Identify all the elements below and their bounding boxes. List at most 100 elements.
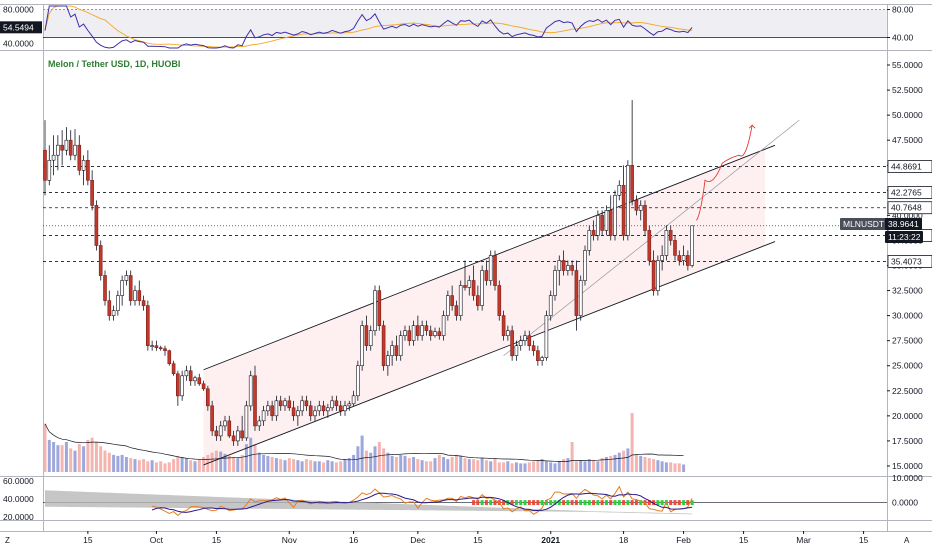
candle-body[interactable]: [214, 430, 219, 437]
candle-body[interactable]: [617, 185, 622, 196]
candle-body[interactable]: [390, 345, 394, 357]
candle-body[interactable]: [158, 347, 163, 350]
candle-body[interactable]: [73, 144, 77, 156]
candle-body[interactable]: [128, 275, 133, 301]
candle-body[interactable]: [647, 230, 652, 261]
candle-body[interactable]: [330, 400, 334, 409]
price-pane[interactable]: 55.000052.500050.000047.500045.000042.50…: [43, 60, 932, 472]
candle-body[interactable]: [296, 410, 300, 417]
candle-body[interactable]: [146, 305, 150, 347]
candle-body[interactable]: [604, 210, 609, 231]
candle-body[interactable]: [488, 255, 493, 281]
candle-body[interactable]: [420, 325, 424, 336]
candle-body[interactable]: [578, 280, 583, 316]
candle-body[interactable]: [475, 295, 480, 306]
candle-body[interactable]: [587, 230, 592, 251]
candle-body[interactable]: [531, 345, 536, 352]
candle-body[interactable]: [64, 139, 69, 151]
candle-body[interactable]: [141, 300, 146, 306]
candle-body[interactable]: [231, 435, 236, 442]
candle-body[interactable]: [377, 290, 382, 327]
candle-body[interactable]: [643, 205, 647, 231]
candle-body[interactable]: [343, 405, 347, 412]
candle-body[interactable]: [308, 405, 313, 417]
candle-body[interactable]: [210, 405, 214, 432]
candle-body[interactable]: [621, 185, 626, 236]
candle-body[interactable]: [591, 230, 596, 236]
candle-body[interactable]: [463, 285, 467, 288]
candle-body[interactable]: [244, 405, 249, 439]
candle-body[interactable]: [43, 149, 47, 181]
candle-body[interactable]: [167, 350, 172, 365]
candle-body[interactable]: [664, 230, 669, 256]
candle-body[interactable]: [351, 395, 356, 405]
candle-body[interactable]: [638, 205, 643, 211]
rsi-pane[interactable]: 80.00 40.00 80.0000 40.0000 54.5494: [0, 5, 914, 49]
candle-body[interactable]: [291, 407, 296, 417]
candle-body[interactable]: [450, 295, 454, 306]
candle-body[interactable]: [261, 410, 266, 422]
candle-body[interactable]: [150, 345, 154, 348]
candle-body[interactable]: [677, 255, 682, 261]
candle-body[interactable]: [197, 377, 202, 385]
candle-body[interactable]: [566, 265, 570, 271]
candle-body[interactable]: [668, 230, 673, 241]
candle-body[interactable]: [317, 405, 322, 412]
candle-body[interactable]: [527, 335, 532, 347]
candle-body[interactable]: [236, 430, 240, 442]
candle-body[interactable]: [523, 335, 527, 342]
candle-body[interactable]: [394, 345, 399, 357]
candle-body[interactable]: [626, 165, 630, 236]
candle-body[interactable]: [201, 383, 206, 390]
candle-body[interactable]: [248, 375, 253, 407]
candle-body[interactable]: [373, 290, 377, 332]
candle-body[interactable]: [51, 154, 56, 161]
candle-body[interactable]: [360, 325, 364, 367]
candle-body[interactable]: [656, 260, 660, 291]
candle-body[interactable]: [120, 280, 124, 296]
candle-body[interactable]: [441, 315, 446, 336]
candle-body[interactable]: [103, 275, 107, 301]
candle-body[interactable]: [107, 300, 112, 316]
candle-body[interactable]: [681, 255, 686, 261]
projection-path[interactable]: [696, 125, 753, 221]
candle-body[interactable]: [300, 400, 304, 412]
candle-body[interactable]: [278, 400, 283, 407]
candle-body[interactable]: [223, 420, 227, 427]
oscillator-pane[interactable]: 10.0000 0.0000 60.0000 40.0000 20.0000: [3, 473, 923, 522]
candle-body[interactable]: [501, 315, 506, 336]
candle-body[interactable]: [608, 210, 613, 236]
candle-body[interactable]: [561, 260, 566, 271]
autoscale-button[interactable]: A: [904, 536, 910, 545]
candle-body[interactable]: [124, 275, 129, 281]
candle-body[interactable]: [386, 355, 390, 367]
candle-body[interactable]: [445, 295, 450, 316]
candle-body[interactable]: [673, 240, 677, 256]
candle-body[interactable]: [403, 330, 407, 337]
candle-body[interactable]: [411, 325, 416, 341]
candle-body[interactable]: [257, 420, 262, 427]
candle-body[interactable]: [321, 405, 326, 412]
candle-body[interactable]: [266, 405, 270, 412]
candle-body[interactable]: [334, 400, 339, 407]
candle-body[interactable]: [287, 400, 292, 409]
candle-body[interactable]: [47, 160, 52, 181]
candle-body[interactable]: [690, 225, 694, 266]
candle-body[interactable]: [428, 330, 433, 337]
trend-line[interactable]: [503, 119, 800, 356]
candle-body[interactable]: [570, 265, 574, 271]
candle-body[interactable]: [484, 270, 489, 281]
candle-body[interactable]: [176, 373, 180, 397]
candle-body[interactable]: [111, 310, 116, 316]
candle-body[interactable]: [325, 407, 330, 412]
candle-body[interactable]: [574, 270, 579, 316]
candle-body[interactable]: [133, 290, 137, 301]
candle-body[interactable]: [518, 340, 523, 347]
candle-body[interactable]: [381, 325, 386, 367]
candle-body[interactable]: [368, 330, 373, 347]
candle-body[interactable]: [184, 370, 189, 377]
candle-body[interactable]: [163, 348, 167, 352]
candle-body[interactable]: [548, 295, 553, 316]
candle-body[interactable]: [98, 245, 103, 276]
channel-lower-line[interactable]: [203, 241, 776, 466]
